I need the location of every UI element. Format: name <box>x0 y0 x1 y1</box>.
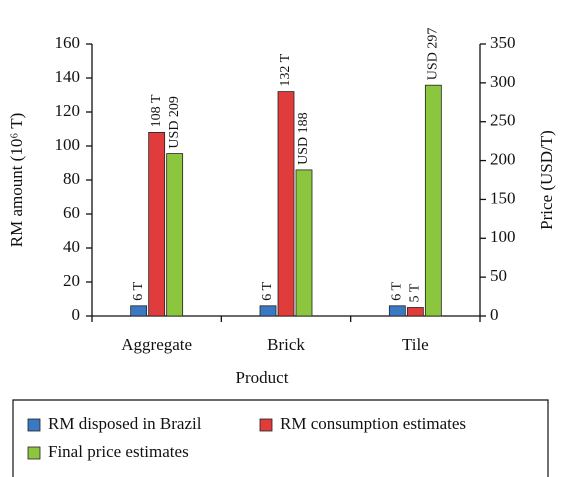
y2-tick-label: 350 <box>490 33 516 52</box>
y-tick-label: 60 <box>63 203 80 222</box>
value-label: 108 T <box>149 94 164 127</box>
value-label: USD 209 <box>167 96 182 149</box>
bar <box>295 169 313 317</box>
bar <box>259 305 277 317</box>
y-tick-label: 140 <box>55 67 81 86</box>
legend-box <box>12 399 549 477</box>
y-tick-label: 40 <box>63 237 80 256</box>
bar <box>277 91 295 317</box>
x-tick-label: Tile <box>402 335 429 354</box>
x-axis-label: Product <box>236 368 289 387</box>
value-label: 6 T <box>390 282 405 301</box>
y2-tick-label: 100 <box>490 227 516 246</box>
bar <box>166 153 184 317</box>
y-tick-label: 100 <box>55 135 81 154</box>
y2-tick-label: 300 <box>490 72 516 91</box>
bar <box>424 84 442 317</box>
value-label: USD 297 <box>426 28 441 81</box>
value-label: 6 T <box>260 282 275 301</box>
legend-label: Final price estimates <box>48 442 189 461</box>
y2-tick-label: 250 <box>490 111 516 130</box>
legend-swatch <box>259 418 273 432</box>
y-tick-label: 120 <box>55 101 81 120</box>
value-label: 5 T <box>408 283 423 302</box>
bar <box>388 305 406 317</box>
value-label: 132 T <box>278 53 293 86</box>
y-tick-label: 0 <box>72 305 81 324</box>
legend-swatch <box>27 418 41 432</box>
y2-tick-label: 0 <box>490 305 499 324</box>
y2-tick-label: 200 <box>490 149 516 168</box>
bar <box>406 307 424 317</box>
legend-label: RM consumption estimates <box>280 414 466 433</box>
value-label: 6 T <box>131 282 146 301</box>
bar <box>148 131 166 317</box>
bar <box>130 305 148 317</box>
y-tick-label: 160 <box>55 33 81 52</box>
y2-axis-label: Price (USD/T) <box>537 130 556 230</box>
legend-label: RM disposed in Brazil <box>48 414 202 433</box>
value-label: USD 188 <box>296 112 311 165</box>
y2-tick-label: 50 <box>490 266 507 285</box>
y2-tick-label: 150 <box>490 188 516 207</box>
legend-swatch <box>27 446 41 460</box>
y-tick-label: 80 <box>63 169 80 188</box>
x-tick-label: Brick <box>267 335 305 354</box>
y-axis-label: RM amount (10⁶ T) <box>7 113 26 248</box>
y-tick-label: 20 <box>63 271 80 290</box>
x-tick-label: Aggregate <box>121 335 192 354</box>
